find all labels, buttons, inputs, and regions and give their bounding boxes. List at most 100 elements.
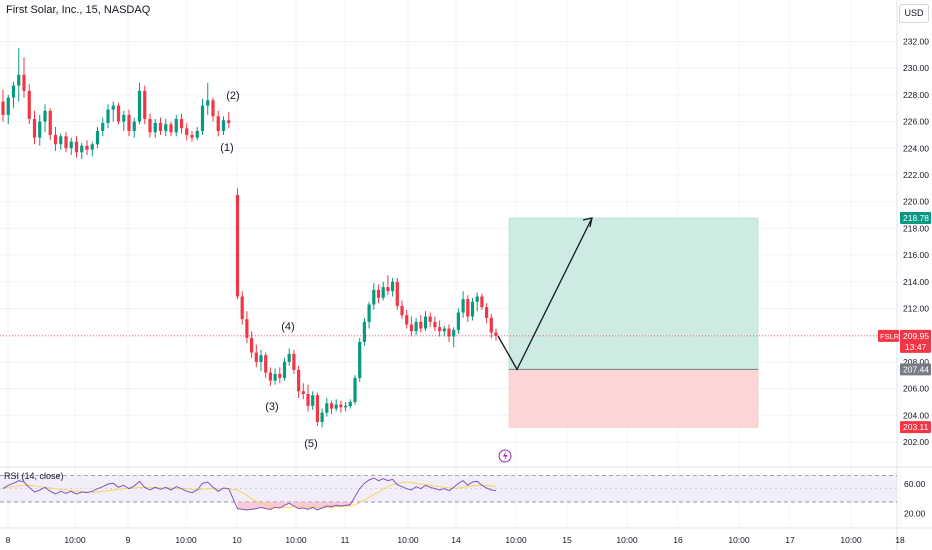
candle[interactable]	[489, 313, 493, 338]
elliott-wave-label[interactable]: (4)	[281, 321, 294, 333]
candle[interactable]	[69, 137, 73, 155]
candle[interactable]	[297, 365, 301, 398]
candle[interactable]	[259, 349, 263, 372]
candle[interactable]	[153, 118, 157, 138]
candle[interactable]	[409, 316, 413, 337]
candle[interactable]	[22, 57, 26, 98]
candle[interactable]	[190, 130, 194, 142]
candle[interactable]	[428, 312, 432, 328]
candle[interactable]	[185, 122, 189, 141]
candle[interactable]	[80, 142, 84, 159]
candle[interactable]	[32, 110, 37, 145]
candle[interactable]	[245, 311, 249, 344]
event-flash-icon[interactable]	[498, 449, 512, 463]
rsi-pane[interactable]	[0, 474, 897, 511]
candle[interactable]	[101, 117, 105, 137]
candle[interactable]	[358, 337, 362, 382]
candle[interactable]	[320, 408, 324, 428]
candle[interactable]	[414, 317, 418, 336]
candle[interactable]	[278, 367, 282, 384]
candle[interactable]	[250, 331, 254, 358]
candle[interactable]	[438, 320, 442, 337]
candle[interactable]	[306, 384, 310, 412]
candle[interactable]	[254, 344, 258, 368]
candle[interactable]	[106, 104, 110, 129]
candle[interactable]	[400, 300, 404, 320]
candle[interactable]	[376, 284, 381, 304]
candle[interactable]	[339, 400, 343, 413]
candle[interactable]	[59, 133, 63, 150]
candle[interactable]	[433, 316, 437, 332]
candle[interactable]	[367, 301, 371, 329]
candle[interactable]	[353, 375, 357, 405]
projection-path[interactable]	[497, 217, 593, 371]
candle[interactable]	[381, 281, 385, 301]
stop-loss-zone[interactable]	[508, 369, 759, 428]
candle[interactable]	[334, 399, 338, 412]
candle[interactable]	[395, 277, 399, 310]
candle[interactable]	[405, 309, 409, 329]
candle[interactable]	[386, 275, 390, 296]
candle[interactable]	[235, 188, 240, 300]
candle[interactable]	[132, 117, 136, 138]
candle[interactable]	[111, 101, 115, 122]
candle[interactable]	[372, 283, 376, 310]
candle[interactable]	[179, 113, 184, 134]
candle[interactable]	[344, 401, 348, 412]
candle[interactable]	[1, 89, 5, 122]
candle[interactable]	[148, 113, 152, 138]
candle[interactable]	[122, 110, 126, 131]
candle[interactable]	[475, 292, 479, 312]
candle[interactable]	[169, 121, 173, 137]
candle[interactable]	[38, 114, 42, 146]
candle[interactable]	[206, 82, 210, 115]
candle[interactable]	[195, 126, 199, 141]
candle[interactable]	[127, 109, 131, 137]
candle[interactable]	[240, 291, 244, 325]
candle[interactable]	[311, 391, 315, 410]
candle[interactable]	[6, 94, 10, 125]
candle[interactable]	[48, 108, 52, 141]
elliott-wave-label[interactable]: (3)	[265, 401, 278, 413]
candle[interactable]	[494, 328, 498, 341]
candle[interactable]	[325, 397, 329, 417]
candle[interactable]	[95, 126, 100, 149]
candle[interactable]	[391, 277, 395, 297]
candle[interactable]	[348, 399, 352, 409]
candle[interactable]	[85, 140, 89, 155]
candle[interactable]	[470, 297, 475, 321]
candle[interactable]	[447, 324, 451, 342]
candle[interactable]	[282, 357, 287, 381]
elliott-wave-label[interactable]: (5)	[304, 438, 317, 450]
candle[interactable]	[200, 98, 205, 135]
candle[interactable]	[64, 132, 68, 153]
candle[interactable]	[452, 327, 456, 348]
candle[interactable]	[315, 392, 319, 426]
candle[interactable]	[273, 368, 277, 385]
candle[interactable]	[480, 293, 484, 310]
candle[interactable]	[301, 383, 305, 400]
rsi-indicator-label[interactable]: RSI (14, close)	[4, 471, 64, 481]
candle[interactable]	[17, 48, 21, 102]
candle[interactable]	[211, 97, 215, 122]
candle[interactable]	[362, 317, 366, 346]
candle[interactable]	[329, 400, 334, 414]
candle[interactable]	[216, 110, 220, 137]
candle[interactable]	[137, 82, 142, 125]
candle[interactable]	[143, 85, 147, 125]
candle[interactable]	[485, 303, 489, 324]
profit-target-zone[interactable]	[508, 217, 759, 370]
candle[interactable]	[53, 126, 58, 151]
candle[interactable]	[116, 102, 121, 125]
candle[interactable]	[456, 308, 460, 334]
candle[interactable]	[268, 367, 272, 386]
elliott-wave-label[interactable]: (1)	[220, 142, 233, 154]
candle[interactable]	[174, 114, 178, 137]
candle[interactable]	[419, 315, 423, 333]
candle[interactable]	[461, 291, 465, 318]
currency-button[interactable]: USD	[899, 4, 929, 23]
candle[interactable]	[227, 112, 231, 129]
candle[interactable]	[90, 141, 94, 157]
candle[interactable]	[466, 295, 470, 322]
